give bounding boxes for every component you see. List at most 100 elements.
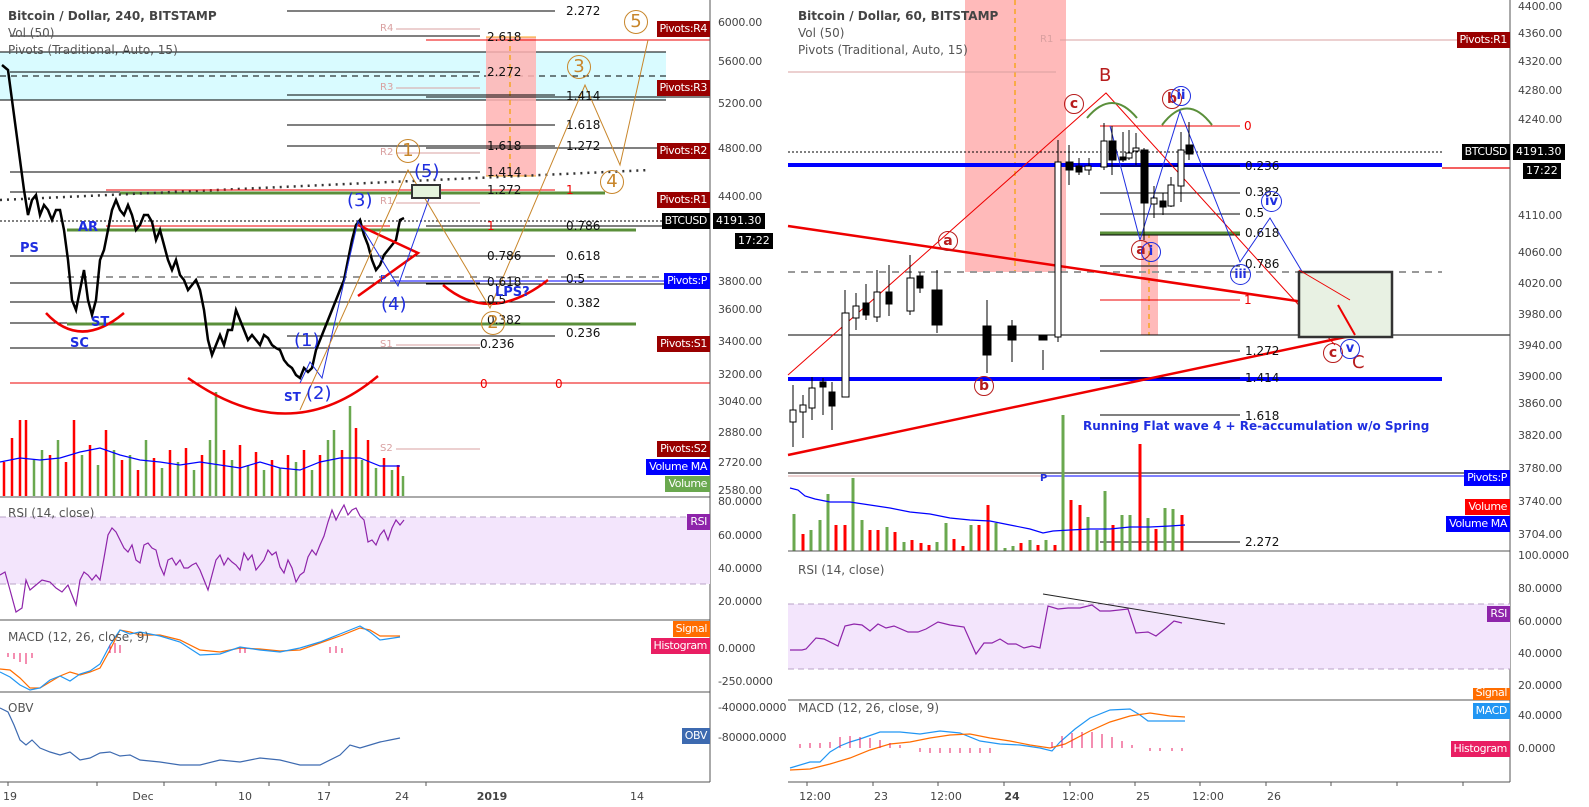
pivot-label-s2: S2 xyxy=(380,443,393,454)
wave-4-label: (4) xyxy=(381,294,407,315)
rsi-tick: 60.0000 xyxy=(718,529,763,542)
wave-2-label: (2) xyxy=(306,383,332,404)
fib-b-2618: 2.618 xyxy=(487,30,522,44)
price-tick: 2580.00 xyxy=(718,484,763,497)
wave-5-label: (5) xyxy=(414,161,440,182)
wave-1-label: (1) xyxy=(294,330,320,351)
wyckoff-sc-label: SC xyxy=(70,336,89,351)
rsi-tick: 20.0000 xyxy=(718,595,763,608)
pivot-label-r2: R2 xyxy=(380,147,394,158)
time-tick: 25 xyxy=(1136,790,1150,803)
price-tick: 5600.00 xyxy=(718,55,763,68)
wyckoff-ps-label: PS xyxy=(20,241,39,256)
right-macd-title[interactable]: MACD (12, 26, close, 9) xyxy=(798,701,940,715)
right-chart-title: Bitcoin / Dollar, 60, BITSTAMP xyxy=(798,9,999,23)
wave-c-label: c xyxy=(1064,94,1084,114)
time-tick: 12:00 xyxy=(1062,790,1094,803)
wyckoff-st-label-1: ST xyxy=(91,315,110,330)
wave-circled-3: 3 xyxy=(567,55,591,79)
time-tick: 10 xyxy=(238,790,252,803)
right-tag-symbol: BTCUSD xyxy=(1461,144,1510,160)
right-chart-canvas[interactable] xyxy=(787,0,1589,807)
time-tick: 12:00 xyxy=(799,790,831,803)
tag-pivots-s2: Pivots:S2 xyxy=(657,441,710,457)
right-pivot-label-p: P xyxy=(1040,473,1048,484)
fib-a-1414: 1.618 xyxy=(566,118,601,132)
right-fib-1618: 1.618 xyxy=(1245,409,1280,423)
chart-annotation-text: Running Flat wave 4 + Re-accumulation w/… xyxy=(1083,419,1430,433)
wave-i-label: i xyxy=(1141,242,1161,262)
price-tick: 3820.00 xyxy=(1518,429,1563,442)
right-tag-signal: Signal xyxy=(1472,688,1510,700)
price-tick: 4020.00 xyxy=(1518,277,1563,290)
price-tick: 3200.00 xyxy=(718,368,763,381)
price-tick: 3800.00 xyxy=(718,275,763,288)
right-rsi-title[interactable]: RSI (14, close) xyxy=(798,563,885,577)
price-tick: 3780.00 xyxy=(1518,462,1563,475)
rsi-tick: 80.0000 xyxy=(1518,582,1563,595)
right-fib-1: 1 xyxy=(1244,293,1252,307)
price-tick: 4320.00 xyxy=(1518,55,1563,68)
time-tick: 12:00 xyxy=(930,790,962,803)
right-last-price-box: 4191.30 xyxy=(1513,144,1565,160)
price-tick: 2720.00 xyxy=(718,456,763,469)
left-obv-title[interactable]: OBV xyxy=(8,701,34,715)
left-chart-panel[interactable]: Bitcoin / Dollar, 240, BITSTAMP Vol (50)… xyxy=(0,0,790,807)
fib-b-0618: 0.618 xyxy=(487,275,522,289)
macd-tick: 0.0000 xyxy=(1518,742,1556,755)
wyckoff-st-label-2: ST xyxy=(284,390,301,404)
fib-a-1618: 1.414 xyxy=(566,89,601,103)
time-tick: 24 xyxy=(395,790,409,803)
left-chart-title: Bitcoin / Dollar, 240, BITSTAMP xyxy=(8,9,217,23)
tag-pivots-r3: Pivots:R3 xyxy=(656,80,710,96)
price-tick: 4400.00 xyxy=(718,190,763,203)
rsi-tick: 80.0000 xyxy=(718,495,763,508)
fib-b-0786: 0.786 xyxy=(487,249,522,263)
wave-ii-label: ii xyxy=(1171,86,1191,106)
wave-v-label: v xyxy=(1340,339,1360,359)
pivot-label-s1: S1 xyxy=(380,339,393,350)
right-fib-0236: 0.236 xyxy=(1245,159,1280,173)
fib-b-05: 0.5 xyxy=(487,293,507,307)
fib-a-0618: 0.618 xyxy=(566,249,601,263)
macd-tick: 0.0000 xyxy=(718,642,756,655)
fib-a-1272: 1.272 xyxy=(566,139,601,153)
wave-circled-2: 2 xyxy=(481,311,505,335)
left-chart-canvas[interactable] xyxy=(0,0,790,807)
wave-circled-5: 5 xyxy=(624,10,648,34)
price-tick: 4240.00 xyxy=(1518,113,1563,126)
left-vol-indicator[interactable]: Vol (50) xyxy=(8,26,55,40)
price-tick: 3600.00 xyxy=(718,303,763,316)
right-fib-1414: 1.414 xyxy=(1245,371,1280,385)
price-tick: 4280.00 xyxy=(1518,84,1563,97)
time-tick: 23 xyxy=(874,790,888,803)
right-chart-panel[interactable]: Bitcoin / Dollar, 60, BITSTAMP Vol (50) … xyxy=(787,0,1589,807)
fib-a-2272: 2.272 xyxy=(566,4,601,18)
right-chart-legend: Bitcoin / Dollar, 60, BITSTAMP Vol (50) … xyxy=(798,8,998,59)
price-tick: 3400.00 xyxy=(718,335,763,348)
fib-a-0: 0 xyxy=(555,377,563,391)
time-tick: 2019 xyxy=(476,790,508,803)
fib-a-0786: 0.786 xyxy=(566,219,601,233)
price-tick: 4360.00 xyxy=(1518,27,1563,40)
tag-histogram: Histogram xyxy=(650,638,710,654)
tag-pivots-p: Pivots:P xyxy=(664,273,710,289)
right-tag-volume: Volume xyxy=(1465,499,1510,515)
price-tick: 4060.00 xyxy=(1518,246,1563,259)
right-vol-indicator[interactable]: Vol (50) xyxy=(798,26,845,40)
fib-b-2272: 2.272 xyxy=(487,65,522,79)
right-tag-macd: MACD xyxy=(1472,703,1510,719)
wave-iii-label: iii xyxy=(1230,264,1251,285)
right-pivot-label-r1: R1 xyxy=(1040,34,1054,45)
price-tick: 4110.00 xyxy=(1518,209,1563,222)
right-fib-0: 0 xyxy=(1244,119,1252,133)
left-rsi-title[interactable]: RSI (14, close) xyxy=(8,506,95,520)
price-tick: 3740.00 xyxy=(1518,495,1563,508)
price-tick: 3940.00 xyxy=(1518,339,1563,352)
left-pivots-indicator[interactable]: Pivots (Traditional, Auto, 15) xyxy=(8,43,178,57)
fib-b-1: 1 xyxy=(487,219,495,233)
time-tick: Dec xyxy=(132,790,154,803)
right-pivots-indicator[interactable]: Pivots (Traditional, Auto, 15) xyxy=(798,43,968,57)
tag-symbol: BTCUSD xyxy=(661,213,710,229)
left-macd-title[interactable]: MACD (12, 26, close, 9) xyxy=(8,630,150,644)
